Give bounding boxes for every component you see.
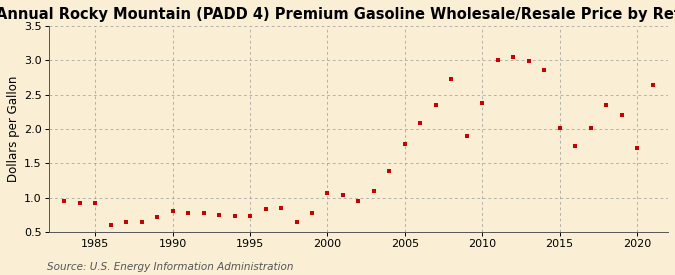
Point xyxy=(446,77,457,82)
Y-axis label: Dollars per Gallon: Dollars per Gallon xyxy=(7,76,20,182)
Point xyxy=(554,126,565,130)
Text: Source: U.S. Energy Information Administration: Source: U.S. Energy Information Administ… xyxy=(47,262,294,272)
Point xyxy=(291,219,302,224)
Point xyxy=(585,126,596,130)
Point xyxy=(183,210,194,215)
Point xyxy=(244,214,255,218)
Title: Annual Rocky Mountain (PADD 4) Premium Gasoline Wholesale/Resale Price by Refine: Annual Rocky Mountain (PADD 4) Premium G… xyxy=(0,7,675,22)
Point xyxy=(508,54,518,59)
Point xyxy=(275,206,286,210)
Point xyxy=(230,214,240,218)
Point xyxy=(306,211,317,216)
Point xyxy=(431,103,441,107)
Point xyxy=(322,191,333,196)
Point xyxy=(198,211,209,216)
Point xyxy=(539,68,549,72)
Point xyxy=(167,209,178,213)
Point xyxy=(400,142,410,146)
Point xyxy=(647,83,658,87)
Point xyxy=(384,169,395,174)
Point xyxy=(601,103,612,107)
Point xyxy=(214,213,225,217)
Point xyxy=(152,214,163,219)
Point xyxy=(415,120,426,125)
Point xyxy=(338,193,348,198)
Point xyxy=(105,223,116,227)
Point xyxy=(136,219,147,224)
Point xyxy=(121,219,132,224)
Point xyxy=(260,207,271,211)
Point xyxy=(523,59,534,63)
Point xyxy=(477,101,487,106)
Point xyxy=(492,57,503,62)
Point xyxy=(462,134,472,138)
Point xyxy=(369,188,379,193)
Point xyxy=(353,199,364,203)
Point xyxy=(74,201,85,205)
Point xyxy=(90,201,101,205)
Point xyxy=(632,146,643,150)
Point xyxy=(616,113,627,117)
Point xyxy=(59,199,70,203)
Point xyxy=(570,144,580,148)
